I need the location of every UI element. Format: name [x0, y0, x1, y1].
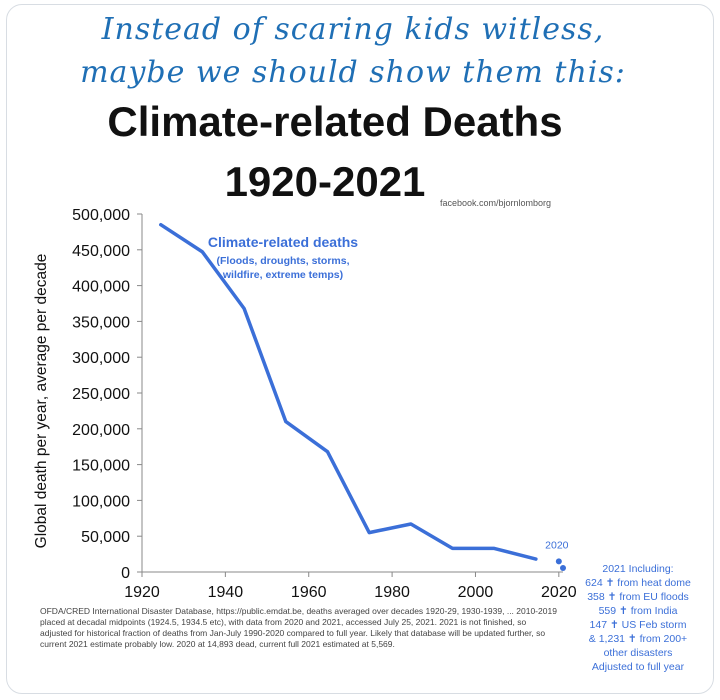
side-note-line: 559 ✝ from India — [598, 605, 678, 617]
point-2020-label: 2020 — [545, 539, 569, 551]
side-note-line: other disasters — [603, 647, 673, 659]
handwritten-caption-line-1: Instead of scaring kids witless, — [101, 12, 605, 47]
chart-subtitle: 1920-2021 — [224, 158, 426, 205]
x-tick-label: 1980 — [374, 584, 410, 601]
side-note: 2021 Including: 624 ✝ from heat dome 358 ✝… — [574, 562, 702, 674]
tweet-image-card — [6, 4, 714, 694]
handwritten-caption-line-2: maybe we should show them this: — [80, 55, 626, 90]
y-tick-label: 0 — [121, 565, 130, 582]
side-note-line: 358 ✝ from EU floods — [587, 591, 689, 603]
x-tick-label: 2000 — [458, 584, 494, 601]
chart-footnote: OFDA/CRED International Disaster Databas… — [40, 606, 557, 649]
series-line-climate-deaths — [159, 222, 538, 561]
point-2020 — [555, 558, 562, 565]
y-tick-label: 50,000 — [81, 529, 130, 546]
side-note-line: 2021 Including: — [602, 563, 674, 575]
y-axis-label: Global death per year, average per decad… — [33, 254, 50, 549]
series-annotation-title: Climate-related deaths — [208, 234, 358, 250]
x-tick-label: 1960 — [291, 584, 327, 601]
chart-credit: facebook.com/bjornlomborg — [440, 198, 552, 208]
x-tick-label: 1940 — [208, 584, 244, 601]
side-note-line: 147 ✝ US Feb storm — [589, 619, 687, 631]
x-tick-label: 1920 — [124, 584, 160, 601]
series-annotation-detail: (Floods, droughts, storms, — [217, 255, 350, 267]
side-note-line: & 1,231 ✝ from 200+ — [588, 633, 688, 645]
y-tick-label: 250,000 — [72, 386, 130, 403]
y-tick-label: 500,000 — [72, 207, 130, 224]
y-tick-label: 200,000 — [72, 422, 130, 439]
y-tick-label: 450,000 — [72, 243, 130, 260]
side-note-line: Adjusted to full year — [591, 661, 685, 673]
y-tick-label: 100,000 — [72, 493, 130, 510]
chart-title: Climate-related Deaths — [107, 98, 563, 145]
series-annotation-detail: wildfire, extreme temps) — [222, 269, 343, 281]
y-tick-label: 150,000 — [72, 458, 130, 475]
point-2021 — [560, 565, 566, 572]
x-tick-label: 2020 — [541, 584, 577, 601]
y-tick-label: 300,000 — [72, 350, 130, 367]
y-tick-label: 350,000 — [72, 314, 130, 331]
side-note-line: 624 ✝ from heat dome — [585, 577, 691, 589]
y-tick-label: 400,000 — [72, 279, 130, 296]
